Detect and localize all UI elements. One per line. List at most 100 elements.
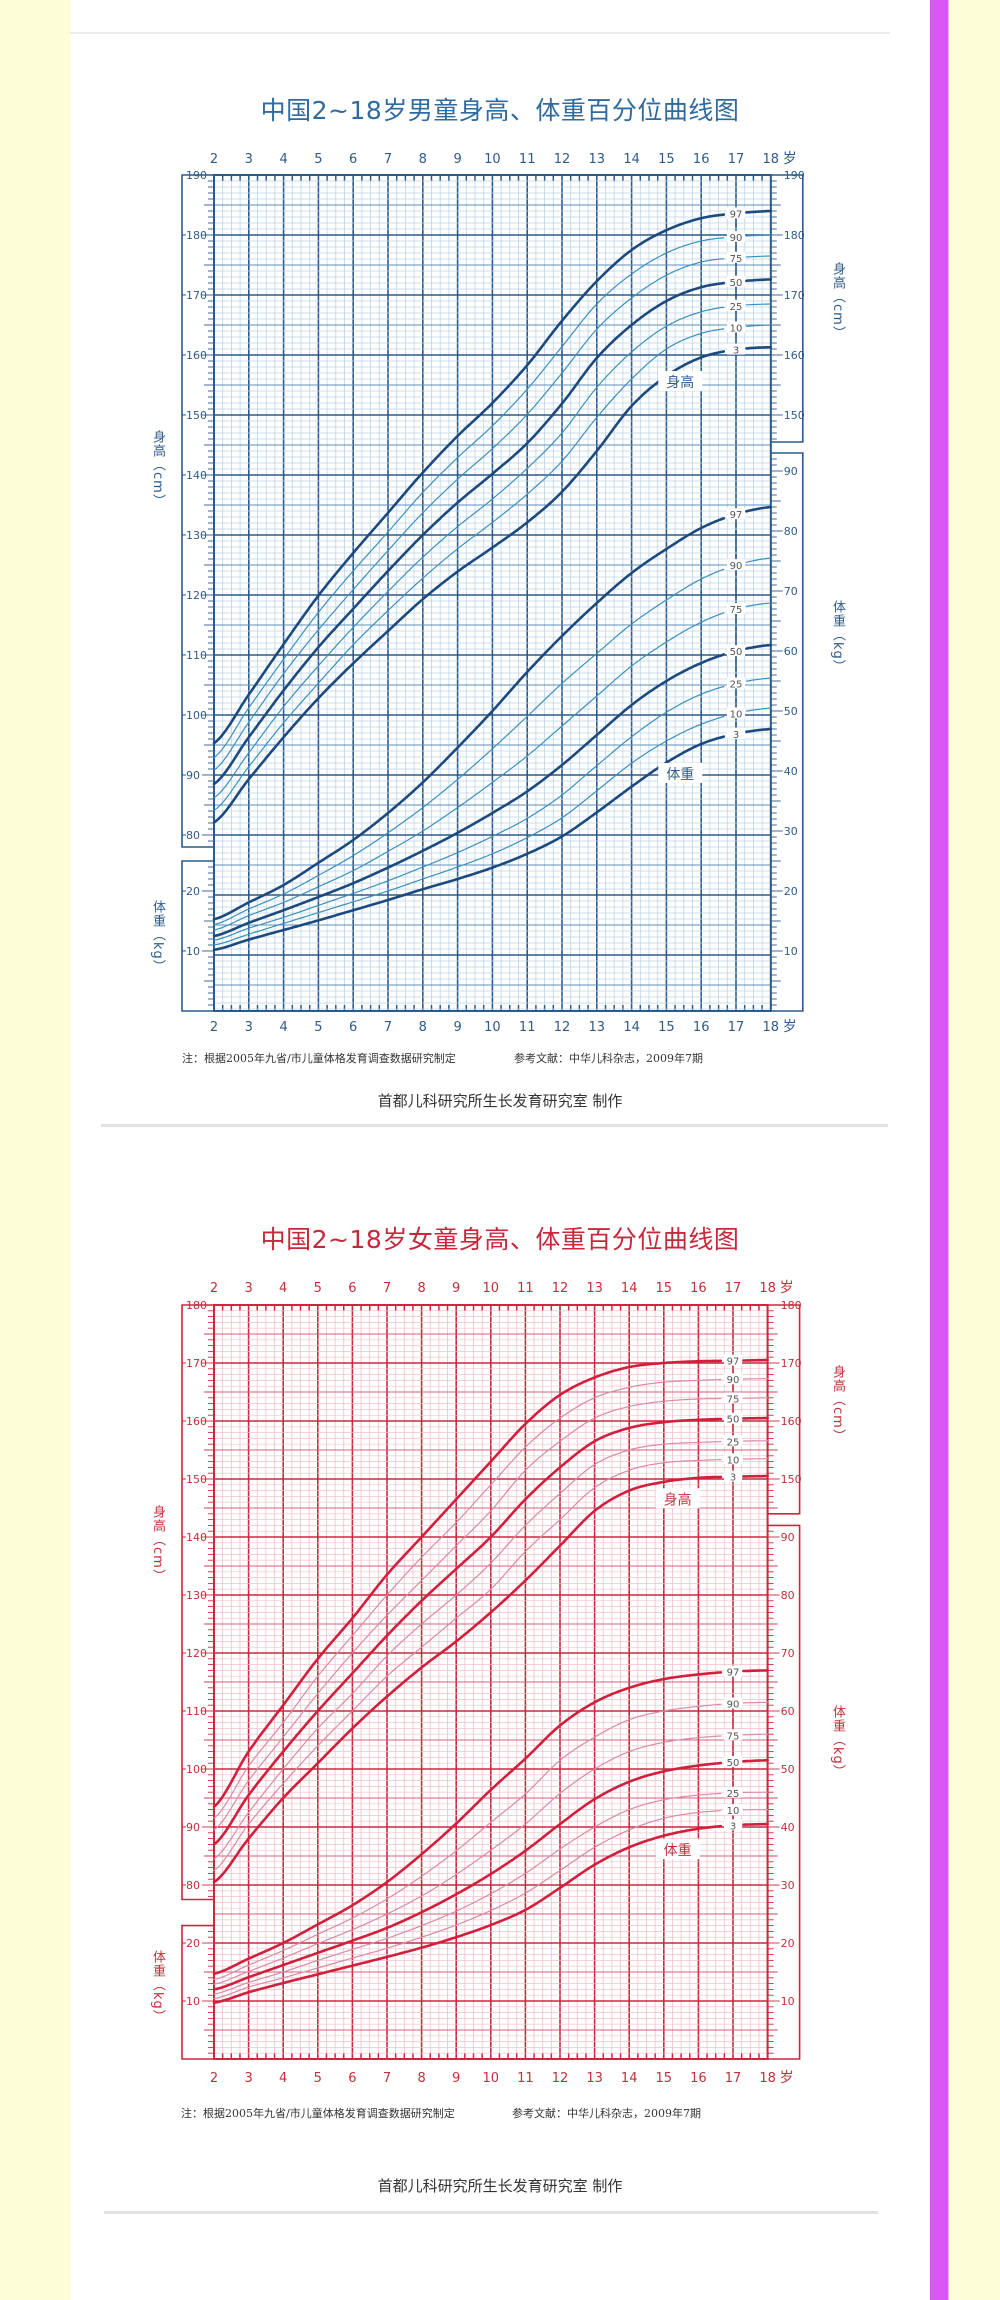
girls-weight-p3-curve-end xyxy=(742,1822,769,1826)
weight-tick-label: 10 xyxy=(784,945,798,958)
boys-weight-p3-curve xyxy=(212,735,726,952)
height-tick-label: 80 xyxy=(186,829,200,842)
height-tick-label: 160 xyxy=(784,349,805,362)
percentile-label-90: 90 xyxy=(727,1699,740,1710)
weight-tick-label: 40 xyxy=(781,1821,795,1834)
girls-right-weight-axis-label: 体重（kg） xyxy=(830,1705,845,1779)
age-tick-label-bottom: 4 xyxy=(279,1020,287,1035)
percentile-label-97: 97 xyxy=(730,209,743,220)
percentile-label-bg xyxy=(724,1412,742,1424)
percentile-label-75: 75 xyxy=(730,605,743,616)
weight-tick-label: 30 xyxy=(784,825,798,838)
girls-weight-p90-curve-end xyxy=(742,1701,769,1704)
girls-credit: 首都儿科研究所生长发育研究室 制作 xyxy=(377,2177,623,2195)
age-tick-label-top: 16 xyxy=(690,1281,707,1296)
boys-height-p90-curve-end xyxy=(745,234,772,237)
age-tick-label-top: 13 xyxy=(589,152,606,167)
age-tick-label-top: 4 xyxy=(279,152,287,167)
height-tick-label: 170 xyxy=(781,1357,802,1370)
percentile-label-10: 10 xyxy=(727,1455,740,1466)
weight-tick-label: 80 xyxy=(781,1589,795,1602)
age-tick-label-top: 7 xyxy=(384,152,392,167)
height-tick-label: 100 xyxy=(186,1763,207,1776)
age-tick-label-top: 2 xyxy=(210,152,218,167)
weight-curves-label: 体重 xyxy=(666,767,694,783)
age-tick-label-bottom: 6 xyxy=(349,1020,357,1035)
age-unit-label: 岁 xyxy=(783,151,797,167)
boys-height-p97-curve-end xyxy=(745,209,773,214)
height-tick-label: 150 xyxy=(784,409,805,422)
age-tick-label-bottom: 5 xyxy=(314,2071,322,2086)
percentile-label-bg xyxy=(724,1354,742,1366)
age-tick-label-top: 17 xyxy=(728,152,745,167)
age-tick-label-top: 6 xyxy=(349,152,357,167)
height-tick-label: 80 xyxy=(186,1879,200,1892)
age-tick-label-top: 18 xyxy=(759,1281,776,1296)
percentile-label-50: 50 xyxy=(727,1758,740,1769)
age-tick-label-bottom: 2 xyxy=(210,2071,218,2086)
height-tick-label: 90 xyxy=(186,1821,200,1834)
girls-left-weight-axis-label: 体重（kg） xyxy=(150,1950,165,2024)
girls-weight-curves: 97 90 75 50 25 10 3 xyxy=(212,1665,769,2004)
percentile-label-90: 90 xyxy=(727,1375,740,1386)
girls-weight-p75-curve xyxy=(213,1735,722,1985)
percentile-label-3: 3 xyxy=(733,346,739,357)
girls-weight-p97-curve-end xyxy=(742,1669,769,1673)
height-tick-label: 130 xyxy=(186,529,207,542)
girls-height-curves: 97 90 75 50 25 10 3 xyxy=(212,1354,769,1884)
boys-weight-p10-curve xyxy=(213,715,725,946)
boys-height-p25-curve xyxy=(213,306,725,799)
left-weight-ruler xyxy=(181,860,214,1012)
percentile-label-bg xyxy=(724,1786,742,1798)
age-tick-label-top: 12 xyxy=(552,1281,569,1296)
top-divider xyxy=(70,32,890,34)
boys-weight-p97-curve-end xyxy=(745,505,773,513)
weight-tick-label: 10 xyxy=(781,1995,795,2008)
age-tick-label-top: 7 xyxy=(383,1281,391,1296)
age-tick-label-bottom: 3 xyxy=(244,2071,252,2086)
height-tick-label: 140 xyxy=(186,469,207,482)
weight-tick-label: 60 xyxy=(784,645,798,658)
percentile-label-bg xyxy=(724,1373,742,1385)
percentile-label-90: 90 xyxy=(730,233,743,244)
weight-tick-label: 90 xyxy=(784,465,798,478)
girls-grid xyxy=(213,1304,769,2060)
age-tick-label-bottom: 18 xyxy=(763,1020,780,1035)
curve-name-bg xyxy=(658,763,703,783)
percentile-label-bg xyxy=(727,230,745,242)
percentile-label-25: 25 xyxy=(727,1437,740,1448)
boys-weight-p25-curve xyxy=(213,685,725,941)
percentile-label-bg xyxy=(724,1392,742,1404)
boys-height-p3-curve xyxy=(212,350,726,824)
girls-height-p10-curve xyxy=(213,1459,722,1872)
percentile-label-bg xyxy=(727,559,745,571)
percentile-label-bg xyxy=(727,299,745,311)
boys-grid xyxy=(213,174,772,1011)
percentile-label-bg xyxy=(724,1665,742,1677)
percentile-label-bg xyxy=(727,207,745,219)
age-tick-label-bottom: 13 xyxy=(586,2071,603,2086)
percentile-label-bg xyxy=(727,727,745,739)
height-tick-label: 170 xyxy=(784,289,805,302)
percentile-label-10: 10 xyxy=(727,1806,740,1817)
percentile-label-97: 97 xyxy=(727,1357,740,1368)
percentile-label-3: 3 xyxy=(730,1473,736,1484)
age-tick-label-bottom: 9 xyxy=(452,2071,460,2086)
height-tick-label: 150 xyxy=(781,1473,802,1486)
girls-weight-p90-curve xyxy=(213,1703,722,1981)
percentile-label-bg xyxy=(724,1804,742,1816)
percentile-label-bg xyxy=(727,275,745,287)
weight-tick-label: 20 xyxy=(781,1937,795,1950)
height-tick-label: 170 xyxy=(186,1357,207,1370)
boys-height-p10-curve-end xyxy=(745,324,772,327)
weight-tick-label: 80 xyxy=(784,525,798,538)
weight-tick-label: 70 xyxy=(784,585,798,598)
age-tick-label-top: 18 xyxy=(763,152,780,167)
boys-weight-p90-curve-end xyxy=(745,557,772,563)
section-divider xyxy=(101,1124,888,1127)
age-tick-label-bottom: 15 xyxy=(658,1020,675,1035)
age-tick-label-bottom: 7 xyxy=(384,1020,392,1035)
age-tick-label-bottom: 3 xyxy=(245,1020,253,1035)
age-tick-label-bottom: 17 xyxy=(728,1020,745,1035)
percentile-label-50: 50 xyxy=(730,647,743,658)
